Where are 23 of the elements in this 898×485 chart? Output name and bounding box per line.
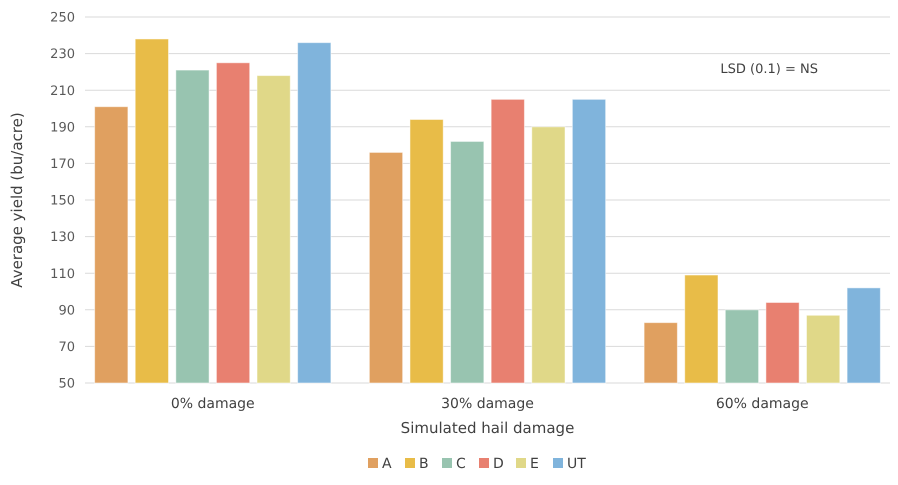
y-tick-label: 170: [50, 156, 75, 172]
legend-label: B: [419, 456, 429, 472]
x-tick-label: 0% damage: [170, 396, 255, 412]
y-tick-label: 190: [50, 120, 75, 136]
y-tick-label: 230: [50, 47, 75, 62]
x-tick-label: 30% damage: [441, 396, 534, 412]
y-tick-label: 110: [50, 266, 75, 282]
legend-label: A: [382, 456, 392, 472]
legend-label: D: [493, 456, 504, 472]
y-tick-label: 70: [58, 340, 75, 355]
x-axis-title: Simulated hail damage: [400, 419, 574, 437]
legend-label: C: [456, 456, 466, 472]
y-tick-label: 210: [50, 84, 75, 99]
y-tick-label: 250: [50, 10, 75, 26]
y-tick-label: 130: [50, 230, 75, 246]
x-tick-label: 60% damage: [716, 396, 809, 412]
y-tick-label: 90: [58, 303, 75, 318]
y-tick-label: 150: [50, 194, 75, 209]
y-tick-label: 50: [58, 376, 75, 392]
legend-label: UT: [567, 456, 586, 472]
annotation: LSD (0.1) = NS: [720, 62, 818, 77]
y-axis-title: Average yield (bu/acre): [8, 112, 26, 288]
legend-label: E: [530, 456, 539, 472]
